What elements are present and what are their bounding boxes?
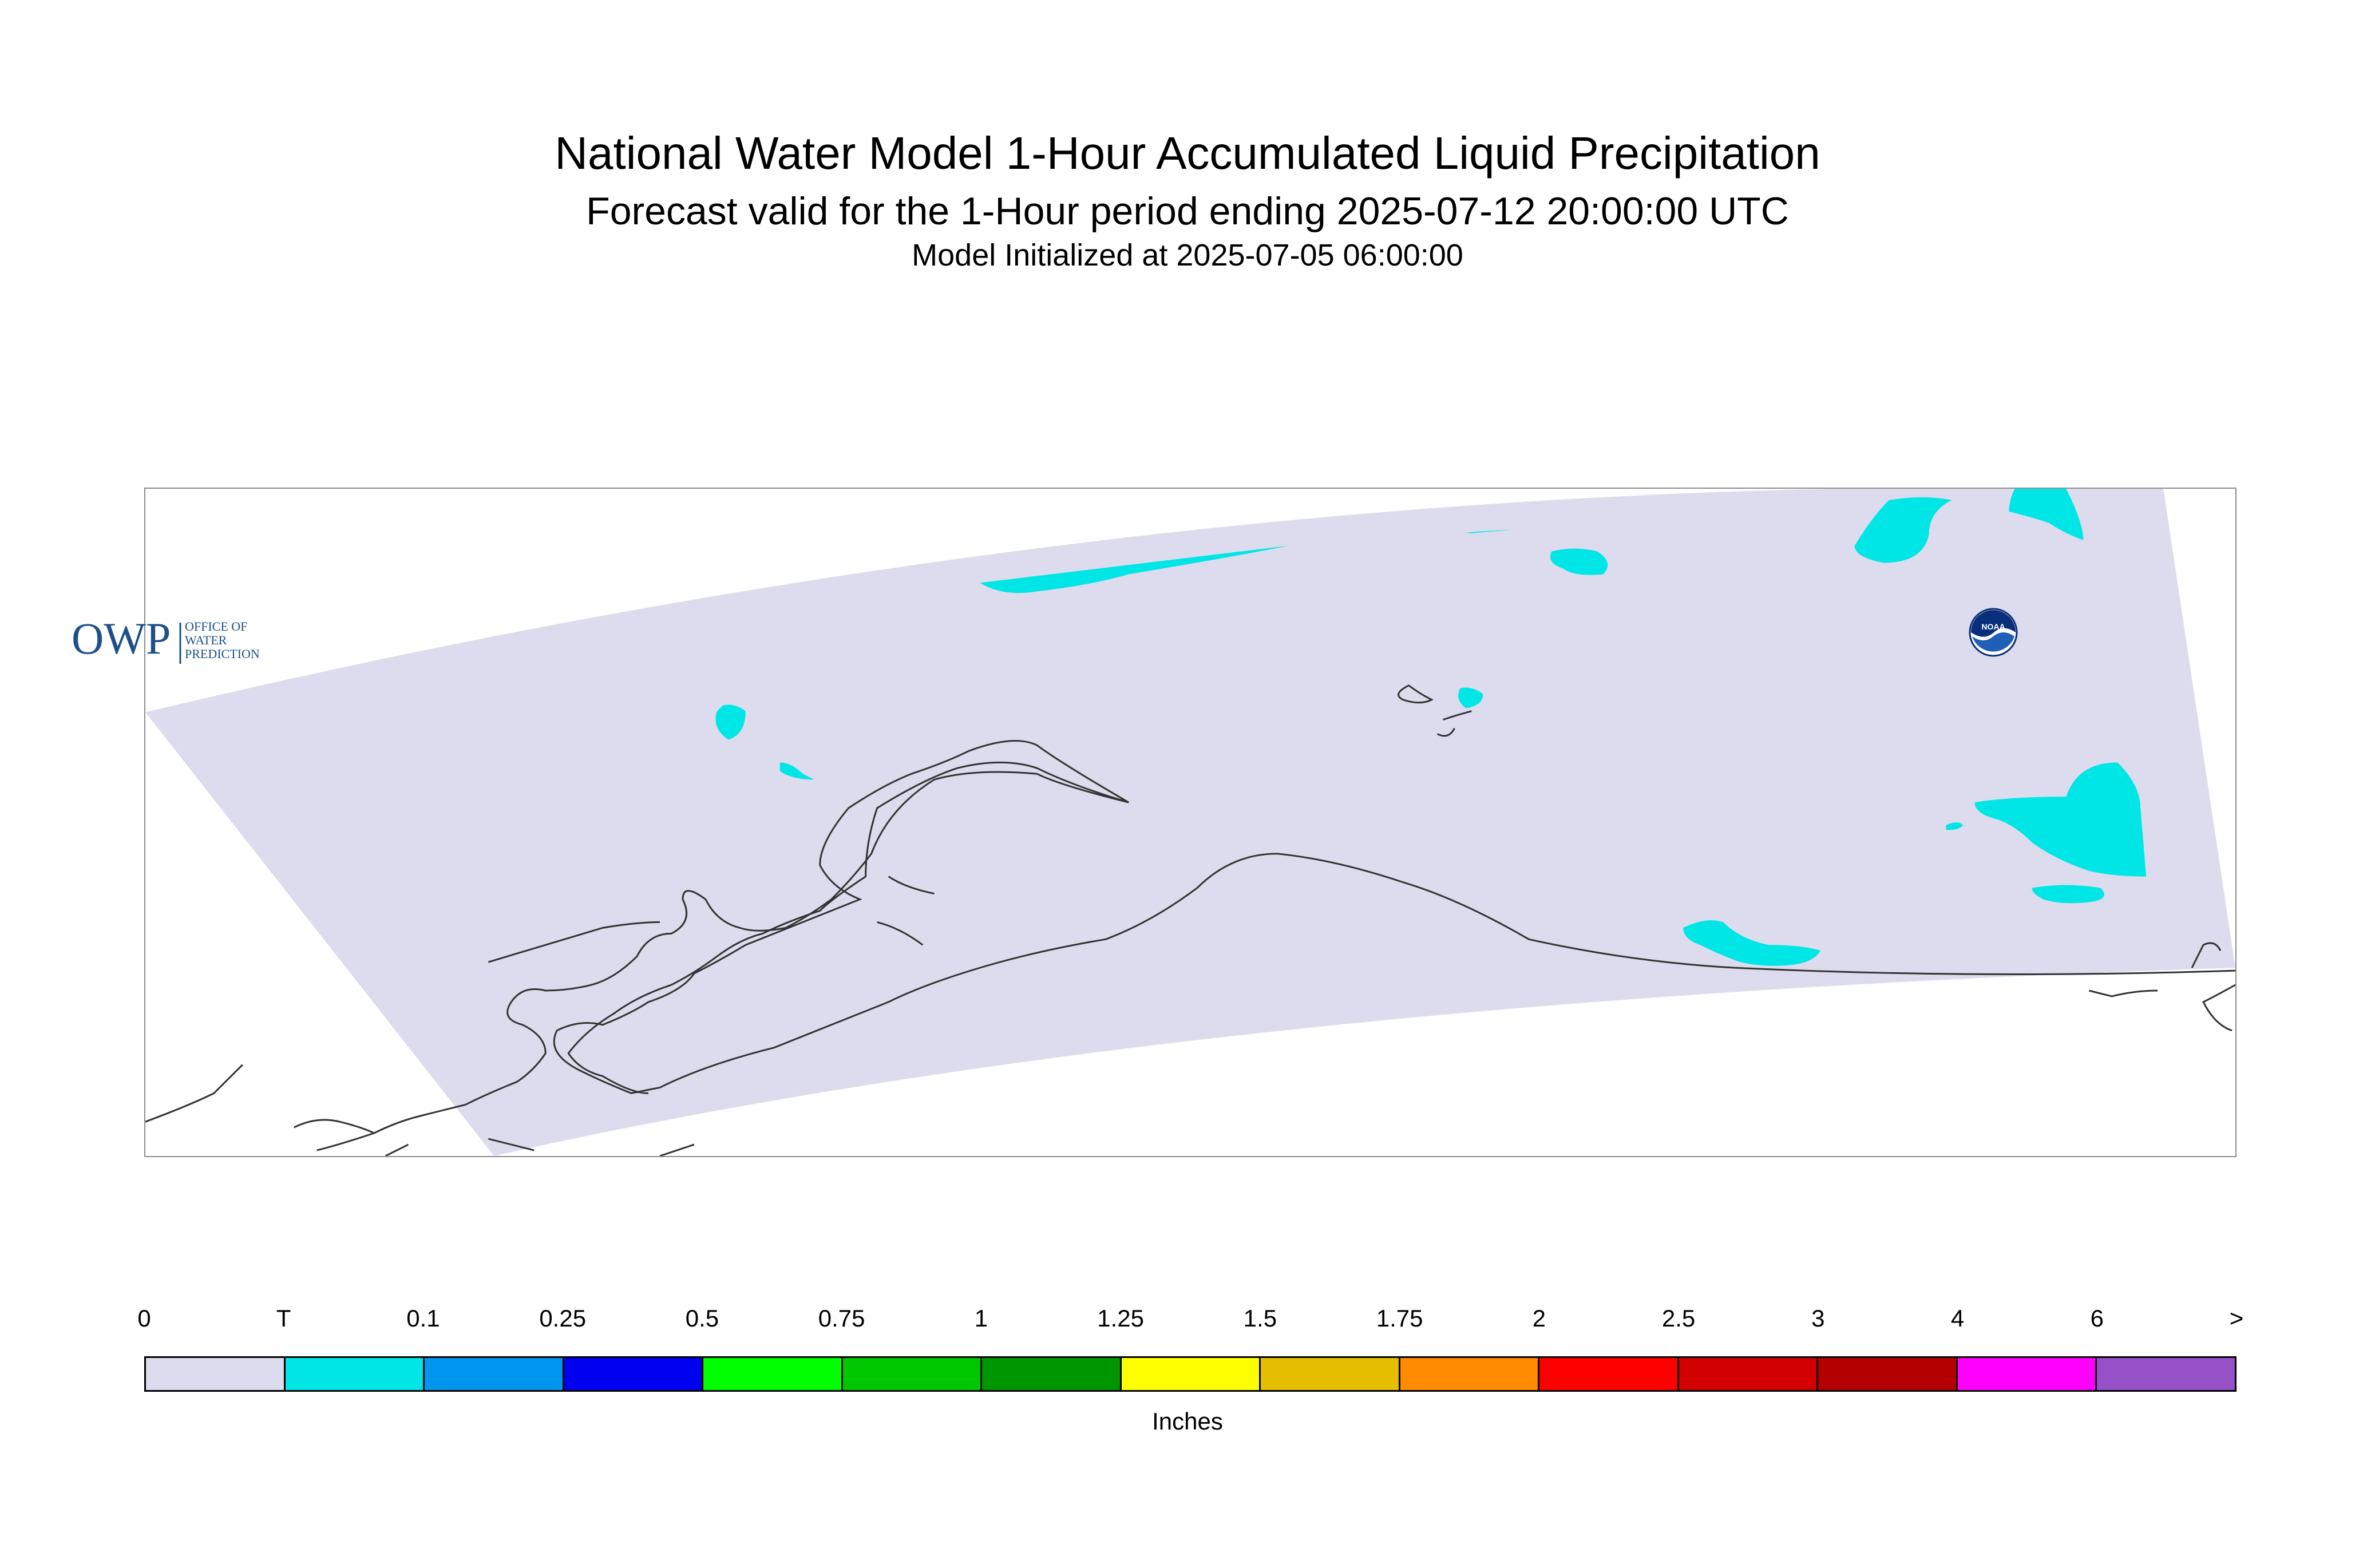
trace-top-center bbox=[1466, 529, 1512, 533]
trace-north-east bbox=[1854, 497, 1952, 563]
coastline-southwest bbox=[145, 1064, 695, 1156]
precipitation-map bbox=[144, 488, 2237, 1157]
legend-tick-label: 3 bbox=[1811, 1305, 1825, 1332]
legend-swatch-14 bbox=[2097, 1358, 2235, 1390]
trace-east-4 bbox=[1683, 920, 1820, 966]
noaa-logo-upper bbox=[1971, 610, 2016, 637]
precipitation-traces bbox=[715, 489, 2147, 966]
legend-tick-label: 0.75 bbox=[818, 1305, 865, 1332]
legend-swatch-8 bbox=[1261, 1358, 1400, 1390]
noaa-logo: NOAA bbox=[1969, 608, 2018, 657]
model-domain-area bbox=[145, 489, 2235, 1156]
coastline-mainland bbox=[553, 740, 2235, 1094]
trace-west-2 bbox=[779, 762, 814, 780]
legend-swatch-6 bbox=[982, 1358, 1122, 1390]
trace-north-east-2 bbox=[2009, 489, 2084, 540]
noaa-logo-lower bbox=[1972, 632, 2014, 652]
trace-east-2 bbox=[1946, 822, 1964, 830]
island-north-1 bbox=[1398, 684, 1472, 737]
island-chain bbox=[488, 876, 935, 963]
owp-logo: OWP OFFICE OF WATER PREDICTION bbox=[72, 613, 260, 664]
legend-swatch-3 bbox=[564, 1358, 704, 1390]
legend-swatch-9 bbox=[1400, 1358, 1540, 1390]
legend-tick-label: 4 bbox=[1950, 1305, 1965, 1332]
trace-west-1 bbox=[715, 704, 746, 740]
noaa-logo-text: NOAA bbox=[1981, 622, 2005, 631]
legend-swatch-4 bbox=[703, 1358, 843, 1390]
legend-units: Inches bbox=[1152, 1408, 1223, 1435]
legend-tick-label: T bbox=[276, 1305, 291, 1332]
owp-logo-line3: PREDICTION bbox=[185, 647, 260, 661]
legend-tick-label: 0.25 bbox=[539, 1305, 587, 1332]
legend-swatch-7 bbox=[1121, 1358, 1261, 1390]
trace-east-1 bbox=[1974, 762, 2147, 877]
legend-swatch-1 bbox=[285, 1358, 425, 1390]
trace-north-blob bbox=[1550, 548, 1608, 575]
legend-tick-label: 0.1 bbox=[406, 1305, 440, 1332]
legend-swatch-0 bbox=[146, 1358, 286, 1390]
legend-swatch-2 bbox=[425, 1358, 564, 1390]
map-canvas bbox=[145, 489, 2235, 1156]
color-legend: 0 T 0.1 0.25 0.5 0.75 1 1.25 1.5 1.75 2 2.5 3 4 6 > Inc… bbox=[0, 1305, 2375, 1454]
legend-tick-label: 1.25 bbox=[1097, 1305, 1144, 1332]
legend-tick-label: 1.5 bbox=[1243, 1305, 1277, 1332]
coastline-west bbox=[316, 771, 1129, 1151]
legend-tick-label: > bbox=[2229, 1305, 2244, 1332]
legend-tick-label: 6 bbox=[2090, 1305, 2104, 1332]
owp-logo-line1: OFFICE OF bbox=[185, 619, 247, 633]
owp-logo-mark: OWP bbox=[72, 613, 171, 663]
legend-swatch-13 bbox=[1957, 1358, 2097, 1390]
legend-swatch-11 bbox=[1679, 1358, 1819, 1390]
legend-tick-label: 0.5 bbox=[685, 1305, 719, 1332]
legend-tick-label: 0 bbox=[137, 1305, 151, 1332]
legend-swatch-10 bbox=[1539, 1358, 1679, 1390]
legend-tick-label: 1.75 bbox=[1376, 1305, 1423, 1332]
trace-north-strip bbox=[980, 545, 1289, 593]
legend-swatch-12 bbox=[1818, 1358, 1958, 1390]
owp-logo-line2: WATER bbox=[185, 633, 227, 647]
trace-central-1 bbox=[1458, 687, 1483, 708]
model-init-time: Model Initialized at 2025-07-05 06:00:00 bbox=[912, 238, 1463, 272]
coastlines bbox=[145, 684, 2235, 1156]
legend-tick-label: 2 bbox=[1532, 1305, 1546, 1332]
legend-colorbar bbox=[144, 1356, 2237, 1392]
legend-tick-label: 1 bbox=[974, 1305, 988, 1332]
legend-tick-label: 2.5 bbox=[1661, 1305, 1696, 1332]
legend-swatch-5 bbox=[842, 1358, 983, 1390]
coastline-east bbox=[2088, 942, 2235, 1032]
map-subtitle: Forecast valid for the 1-Hour period end… bbox=[586, 189, 1789, 233]
map-title: National Water Model 1-Hour Accumulated … bbox=[555, 128, 1820, 179]
trace-east-3 bbox=[2032, 885, 2104, 904]
